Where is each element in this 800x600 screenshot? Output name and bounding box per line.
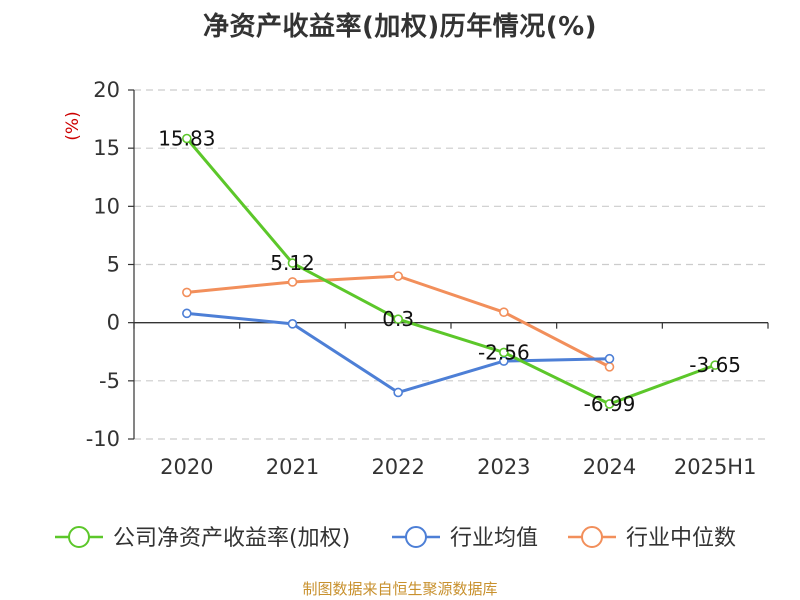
data-label: 0.3 [382, 307, 414, 331]
grid-lines [134, 89, 768, 440]
data-point [499, 347, 509, 358]
legend-label: 行业中位数 [626, 526, 736, 551]
data-label: 15.83 [158, 127, 215, 151]
legend-label: 公司净资产收益率(加权) [113, 526, 350, 551]
data-point [393, 271, 403, 281]
data-label: -2.56 [478, 340, 530, 364]
data-label: -3.65 [689, 353, 741, 377]
data-point [499, 307, 509, 317]
y-tick-label: 0 [107, 311, 120, 335]
y-tick-label: -10 [86, 427, 120, 451]
legend-label: 行业均值 [450, 526, 538, 551]
legend-item: 行业中位数 [568, 526, 736, 551]
y-axis-unit: (%) [63, 111, 83, 140]
data-point [604, 362, 615, 372]
data-point [710, 360, 720, 370]
data-point [393, 314, 403, 324]
legend-marker [68, 526, 90, 548]
data-point [182, 133, 192, 144]
data-point [182, 287, 192, 298]
x-tick-label: 2024 [583, 455, 636, 479]
y-tick-label: 20 [93, 78, 120, 102]
data-point [182, 308, 192, 319]
data-label: -6.99 [584, 392, 636, 416]
axes: 20 15 10 5 0 -5 -10 2020 2021 2022 2023 2024 2025H1 (… [63, 78, 769, 479]
legend-item: 公司净资产收益率(加权) [55, 526, 350, 551]
x-tick-label: 2023 [477, 455, 530, 479]
data-point [604, 399, 615, 409]
data-label: 5.12 [270, 251, 315, 275]
y-tick-label: 5 [107, 253, 120, 277]
legend-item: 行业均值 [392, 526, 538, 551]
series-lines [182, 133, 720, 409]
y-tick-label: 10 [93, 194, 120, 218]
chart-title: 净资产收益率(加权)历年情况(%) [202, 12, 598, 42]
data-point [287, 319, 298, 329]
y-tick-label: -5 [99, 369, 120, 393]
series-line-0 [185, 137, 717, 406]
data-labels: 15.83 5.12 0.3 -2.56 -6.99 -3.65 [158, 127, 741, 416]
y-tick-label: 15 [93, 136, 120, 160]
legend-marker [581, 526, 603, 548]
source-note: 制图数据来自恒生聚源数据库 [302, 580, 498, 598]
x-tick-label: 2025H1 [674, 455, 757, 479]
data-point [287, 277, 298, 287]
data-point [604, 353, 615, 364]
data-point [287, 258, 298, 268]
data-point [393, 387, 403, 398]
legend: 公司净资产收益率(加权) 行业均值 行业中位数 [55, 526, 736, 551]
x-tick-label: 2022 [371, 455, 424, 479]
x-tick-label: 2020 [160, 455, 213, 479]
x-tick-label: 2021 [266, 455, 319, 479]
legend-marker [405, 526, 427, 548]
